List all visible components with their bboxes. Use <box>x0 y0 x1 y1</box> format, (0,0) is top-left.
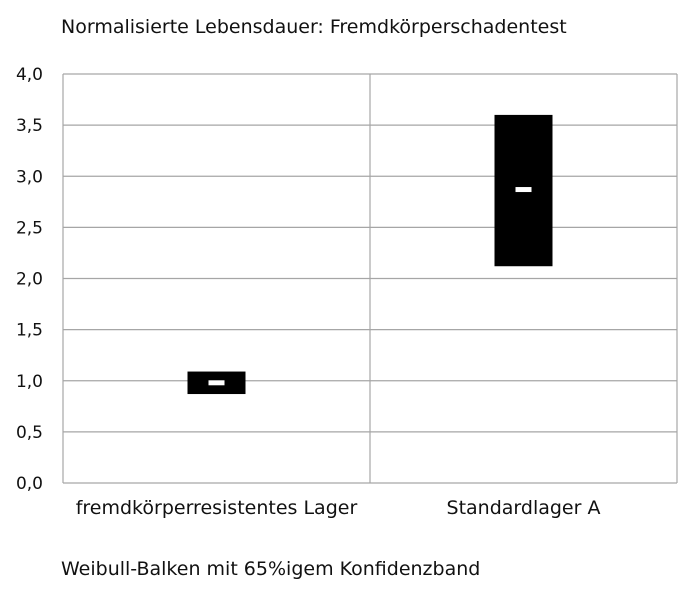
y-tick-label: 0,0 <box>16 474 43 494</box>
x-category-label: Standardlager A <box>447 497 601 519</box>
y-tick-label: 3,0 <box>16 167 43 187</box>
axis-frame <box>62 74 678 483</box>
y-tick-label: 3,5 <box>16 116 43 136</box>
median-marker <box>515 187 532 193</box>
y-tick-label: 4,0 <box>16 65 43 85</box>
y-tick-label: 1,5 <box>16 321 43 341</box>
category-labels: fremdkörperresistentes Lager Standardlage… <box>76 497 601 519</box>
y-tick-label: 1,0 <box>16 372 43 392</box>
median-markers <box>208 187 532 386</box>
chart-footnote: Weibull-Balken mit 65%igem Konfidenzband <box>61 558 481 580</box>
y-tick-labels: 0,0 0,5 1,0 1,5 2,0 2,5 3,0 3,5 4,0 <box>16 65 43 494</box>
y-tick-label: 2,5 <box>16 218 43 238</box>
y-tick-label: 2,0 <box>16 270 43 290</box>
x-category-label: fremdkörperresistentes Lager <box>76 497 358 519</box>
chart-title: Normalisierte Lebensdauer: Fremdkörpersc… <box>61 16 567 38</box>
median-marker <box>208 380 225 386</box>
y-tick-label: 0,5 <box>16 423 43 443</box>
